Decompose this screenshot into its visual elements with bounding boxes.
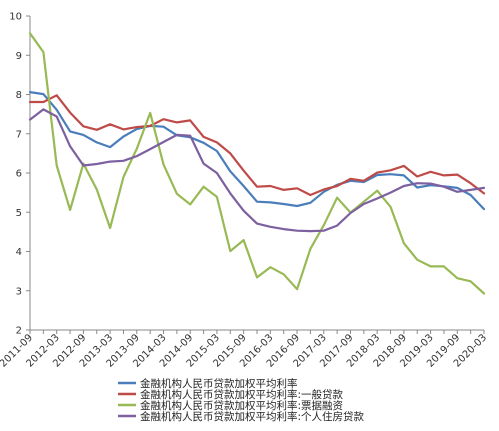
series-line-1 [28,90,486,211]
y-tick-label: 5 [16,208,22,219]
series-layer [28,32,486,295]
series-line-4 [28,108,486,233]
legend-label-3: 金融机构人民币贷款加权平均利率:票据融资 [140,399,343,412]
y-tick-label: 8 [16,90,22,101]
y-tick-label: 9 [16,51,22,62]
legend-label-2: 金融机构人民币贷款加权平均利率:一般贷款 [140,388,344,401]
legend: 金融机构人民币贷款加权平均利率金融机构人民币贷款加权平均利率:一般贷款金融机构人… [118,377,365,423]
y-tick-label: 4 [16,247,22,258]
y-tick-label: 6 [16,169,22,180]
y-tick-label: 2 [16,326,22,337]
y-tick-label: 3 [16,286,22,297]
y-tick-label: 10 [9,12,22,23]
legend-label-1: 金融机构人民币贷款加权平均利率 [140,377,298,390]
series-line-2 [28,94,486,197]
axes: 23456789102011-092012-032012-092013-0320… [0,12,489,370]
series-line-3 [28,32,486,295]
y-tick-label: 7 [16,129,22,140]
legend-label-4: 金融机构人民币贷款加权平均利率:个人住房贷款 [140,410,365,423]
